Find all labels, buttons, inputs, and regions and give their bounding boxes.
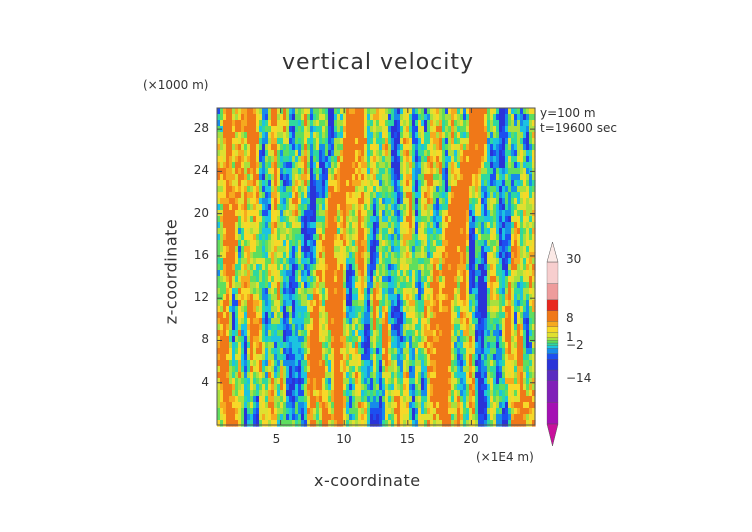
color-legend — [546, 241, 559, 447]
colorbar-segment — [546, 321, 559, 327]
colorbar-tick-label: −2 — [566, 338, 584, 353]
colorbar-segment — [546, 359, 559, 371]
colorbar-tick-label: 30 — [566, 252, 582, 266]
x-tick-label: 20 — [463, 432, 479, 446]
velocity-field — [217, 108, 536, 427]
plot-axes — [216, 107, 536, 426]
colorbar-segment — [546, 261, 559, 284]
colorbar-segment — [546, 337, 559, 341]
colorbar-segment — [546, 332, 559, 338]
colorbar-segment — [546, 340, 559, 344]
y-tick-label: 16 — [193, 247, 209, 262]
y-tick-label: 24 — [193, 163, 209, 178]
x-axis-label: x-coordinate — [314, 471, 421, 490]
y-tick-label: 20 — [193, 205, 209, 220]
colorbar-segment — [546, 402, 559, 425]
y-tick-label: 12 — [193, 290, 209, 305]
colorbar-segment — [546, 283, 559, 300]
colorbar-segment — [546, 342, 559, 346]
y-tick-label: 8 — [201, 332, 209, 347]
colorbar-segment — [546, 353, 559, 360]
colorbar-tick-label: −14 — [566, 370, 592, 385]
location-annotation: y=100 m — [540, 106, 596, 120]
y-units-label: (×1000 m) — [143, 78, 209, 92]
plot-frame — [216, 107, 536, 426]
colorbar-segment — [546, 348, 559, 354]
colorbar-tick-label: 8 — [566, 311, 574, 326]
x-tick-label: 5 — [272, 432, 281, 446]
y-axis-label: z-coordinate — [161, 218, 181, 325]
x-tick-label: 15 — [399, 432, 416, 446]
chart-title: vertical velocity — [282, 50, 475, 75]
colorbar-segment — [546, 345, 559, 349]
x-tick-label: 10 — [336, 432, 352, 446]
colorbar-segment — [546, 299, 559, 311]
time-annotation: t=19600 sec — [540, 121, 617, 135]
colorbar-segment — [546, 326, 559, 333]
colorbar-min-arrow — [546, 423, 559, 447]
colorbar-max-arrow — [546, 241, 559, 263]
y-tick-label: 4 — [201, 374, 209, 389]
colorbar-segment — [546, 310, 559, 322]
x-units-label: (×1E4 m) — [476, 450, 534, 464]
colorbar-tick-label: 1 — [566, 330, 574, 345]
colorbar-segment — [546, 369, 559, 381]
colorbar-segment — [546, 380, 559, 403]
y-tick-label: 28 — [193, 121, 209, 136]
